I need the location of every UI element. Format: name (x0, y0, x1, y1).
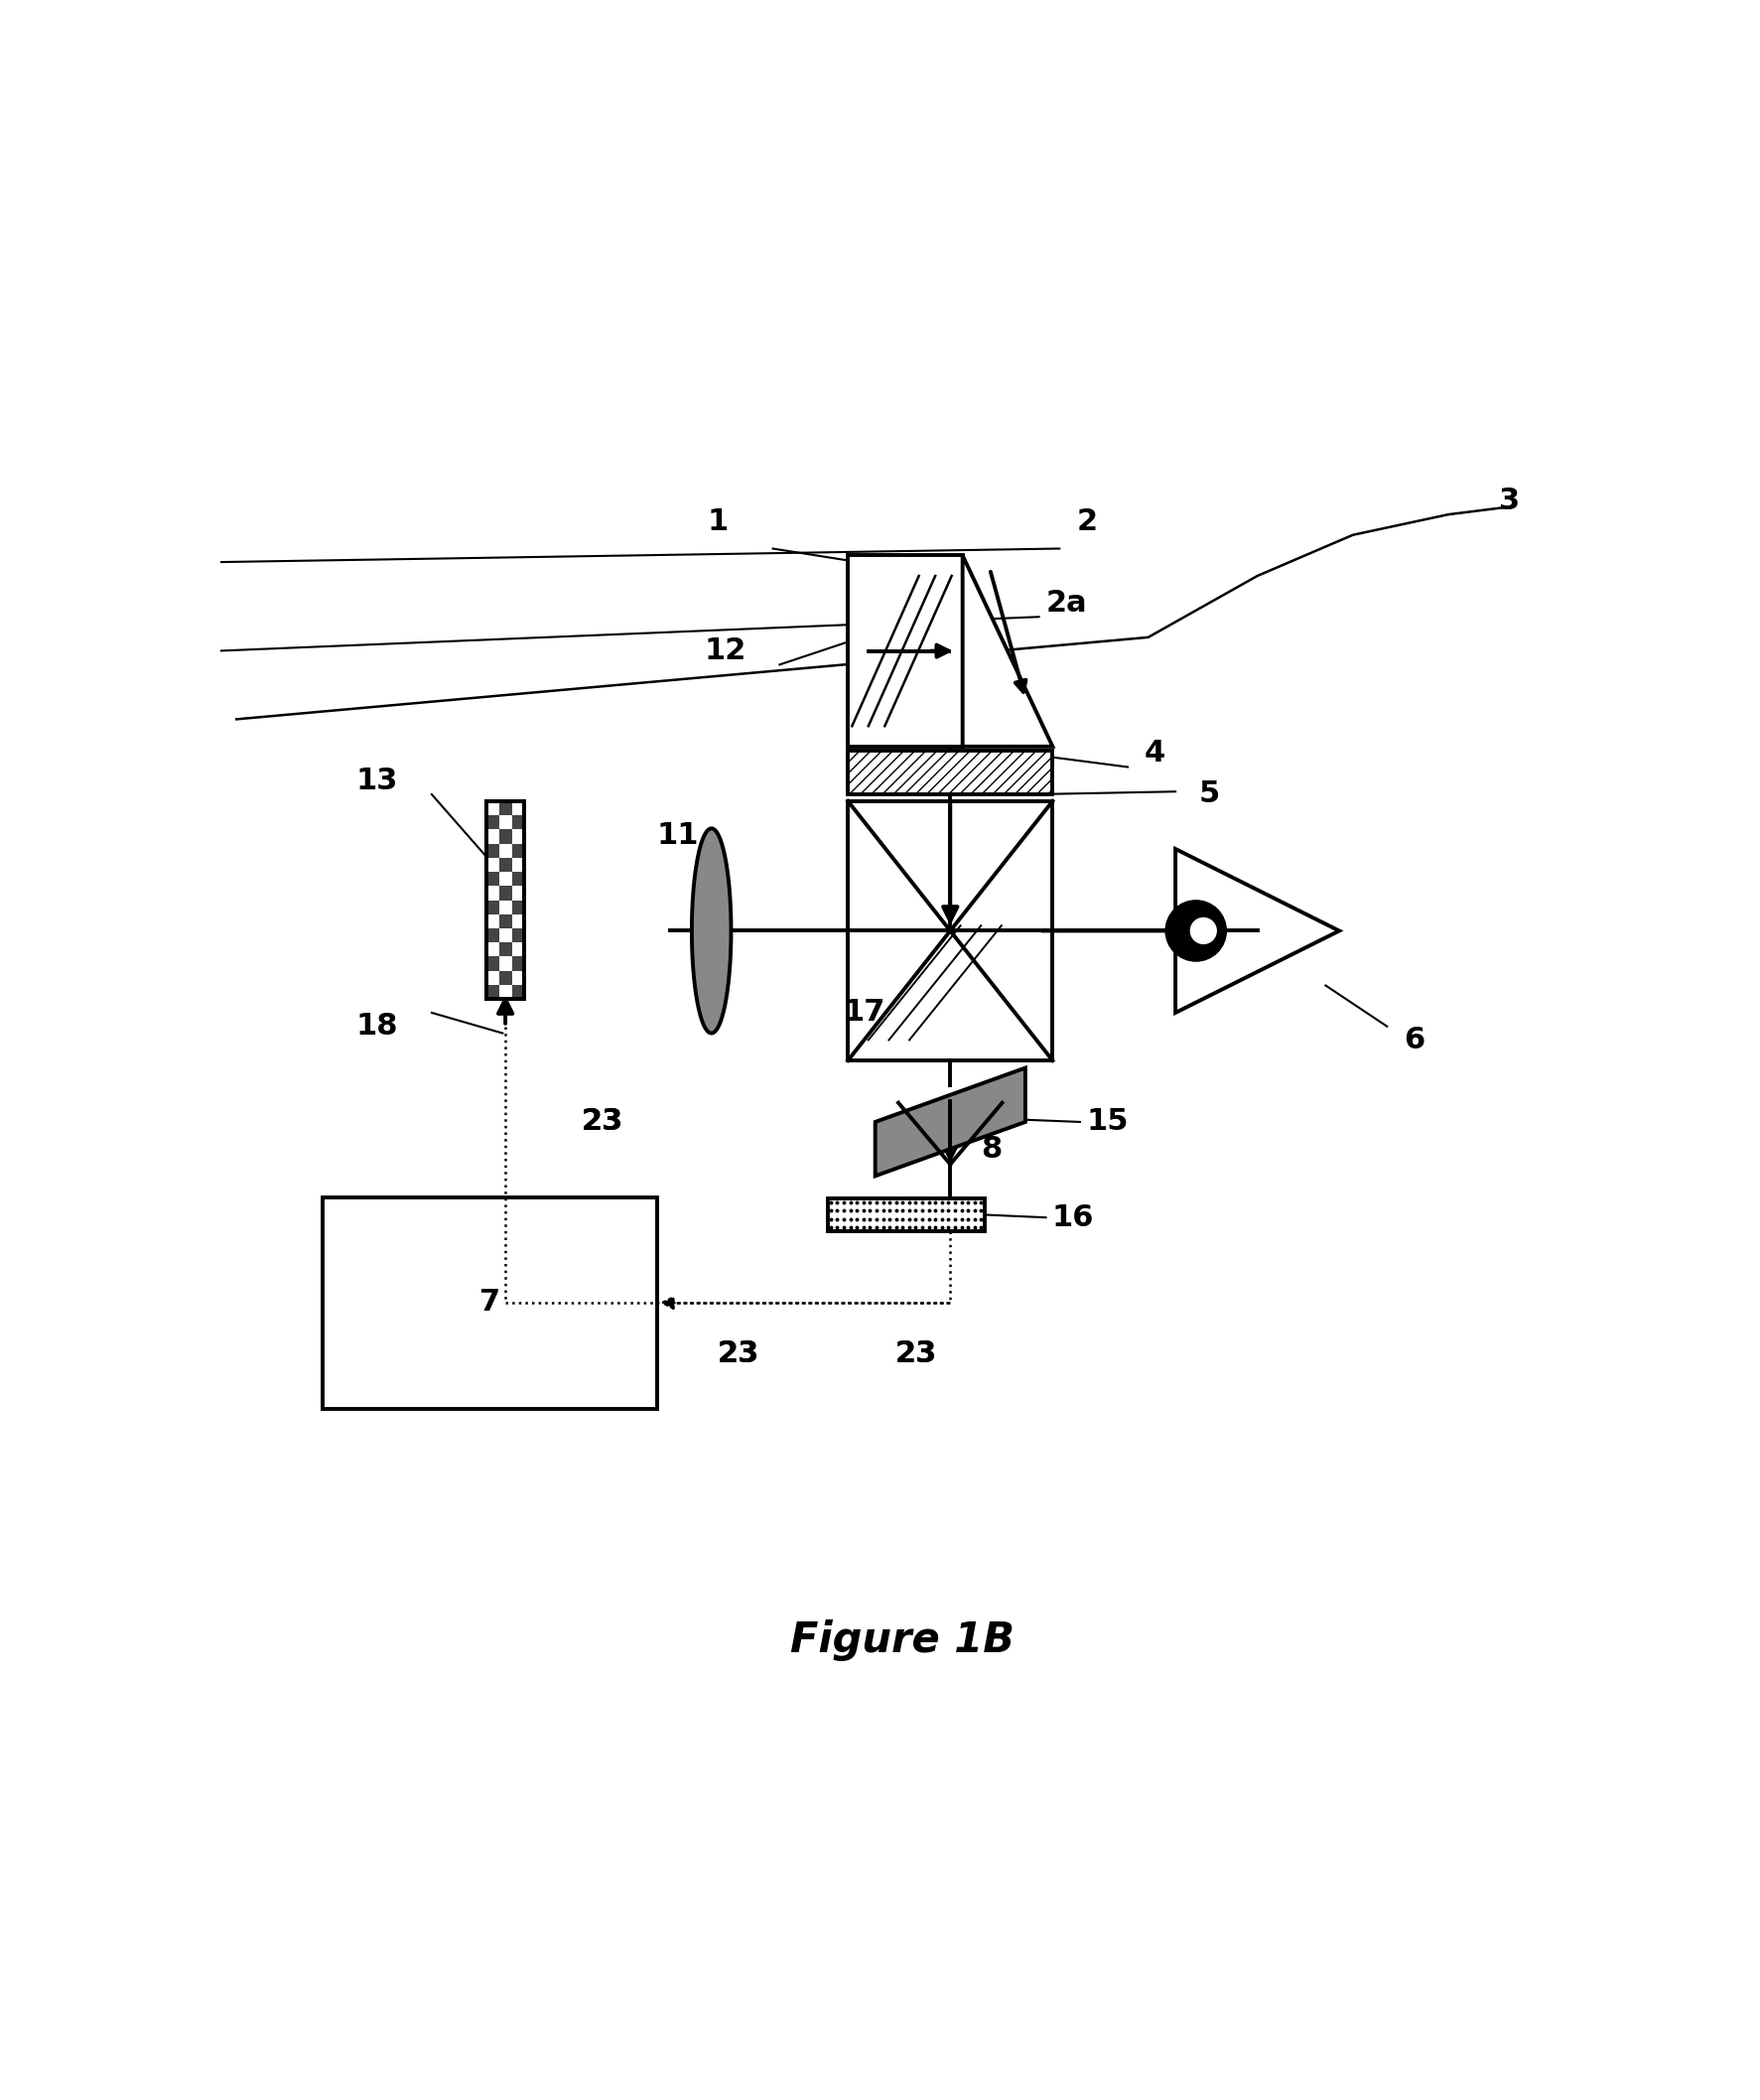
Text: 23: 23 (894, 1340, 936, 1369)
Polygon shape (692, 827, 730, 1033)
Bar (512, 928, 524, 943)
Bar (486, 958, 498, 970)
Text: 2: 2 (1075, 506, 1096, 536)
Text: Figure 1B: Figure 1B (790, 1619, 1014, 1661)
Circle shape (1190, 918, 1216, 945)
Bar (512, 871, 524, 886)
Text: 6: 6 (1403, 1025, 1424, 1054)
Bar (512, 985, 524, 1000)
Circle shape (1165, 901, 1225, 962)
Text: 4: 4 (1144, 739, 1165, 769)
Text: 23: 23 (581, 1107, 623, 1136)
Bar (498, 830, 512, 844)
Text: 23: 23 (894, 1340, 936, 1369)
Text: 8: 8 (980, 1134, 1001, 1163)
Bar (498, 914, 512, 928)
Bar (486, 844, 498, 857)
Bar (486, 901, 498, 914)
Polygon shape (963, 554, 1052, 745)
Bar (486, 800, 524, 1000)
Text: 3: 3 (1498, 487, 1519, 514)
Text: 23: 23 (718, 1340, 759, 1369)
Text: 12: 12 (704, 636, 746, 666)
Polygon shape (875, 1069, 1024, 1176)
Bar (512, 958, 524, 970)
Text: 23: 23 (581, 1107, 623, 1136)
Text: 2a: 2a (1045, 588, 1086, 617)
Bar (498, 943, 512, 958)
Bar (486, 928, 498, 943)
Bar (486, 871, 498, 886)
Bar (512, 815, 524, 830)
Bar (512, 844, 524, 857)
Bar (848, 800, 1052, 1060)
Bar (486, 815, 498, 830)
Text: 1: 1 (708, 506, 729, 536)
Bar (512, 901, 524, 914)
Bar (498, 857, 512, 872)
Text: 18: 18 (356, 1012, 398, 1042)
Text: 5: 5 (1199, 779, 1220, 808)
Text: 7: 7 (479, 1287, 500, 1317)
Text: 17: 17 (843, 998, 885, 1027)
Bar (827, 1199, 984, 1231)
Text: 16: 16 (1051, 1203, 1093, 1233)
Polygon shape (1176, 848, 1339, 1012)
Text: 13: 13 (356, 766, 398, 796)
Text: 23: 23 (718, 1340, 759, 1369)
Bar (322, 1197, 656, 1409)
Bar (848, 554, 963, 745)
Bar (486, 985, 498, 1000)
Text: 9: 9 (885, 752, 906, 781)
Text: 11: 11 (656, 821, 699, 850)
Bar (486, 800, 524, 1000)
Bar (498, 886, 512, 901)
Text: 15: 15 (1086, 1107, 1128, 1136)
Bar (498, 800, 512, 815)
Bar (498, 970, 512, 985)
Bar (848, 750, 1052, 794)
